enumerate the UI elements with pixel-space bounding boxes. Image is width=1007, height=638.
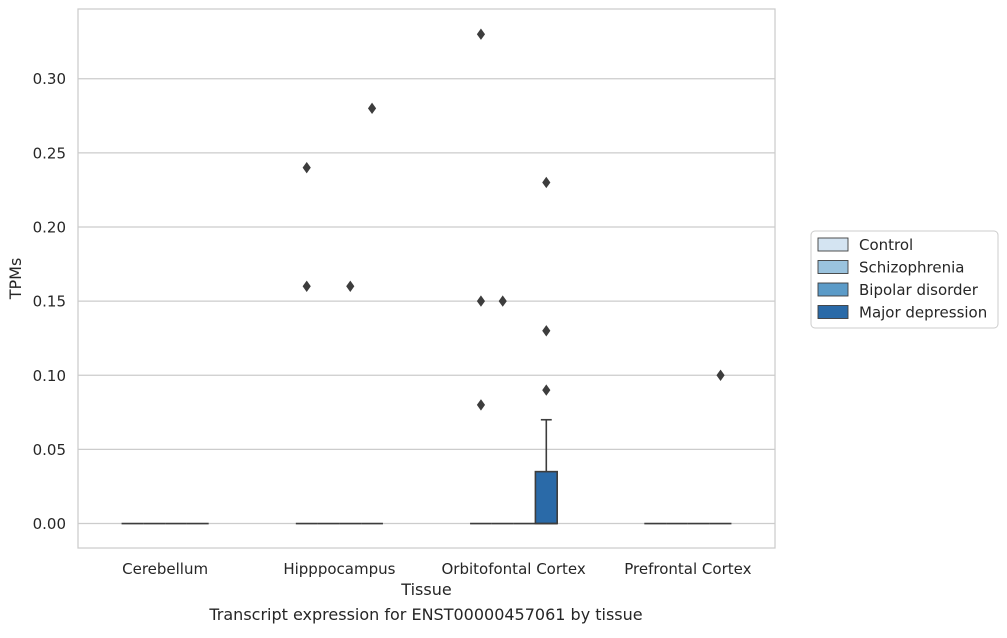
outlier-point [498, 295, 507, 307]
legend-frame [810, 230, 999, 329]
y-axis-label: TPMs [6, 258, 25, 301]
legend-label: Bipolar disorder [859, 281, 979, 299]
outlier-point [302, 161, 311, 174]
outliers [302, 28, 725, 411]
outlier-point [542, 325, 551, 337]
x-tick-label: Prefrontal Cortex [624, 560, 751, 578]
boxes [121, 418, 732, 525]
x-axis-label: Tissue [400, 580, 451, 599]
x-tick-label: Orbitofontal Cortex [442, 560, 586, 578]
y-tick-label: 0.00 [33, 515, 66, 533]
y-tick-label: 0.20 [33, 218, 66, 236]
x-tick-label: Hipppocampus [283, 560, 395, 578]
legend-swatch [817, 305, 849, 319]
y-tick-label: 0.25 [33, 144, 66, 162]
plot-frame [77, 8, 776, 549]
legend-label: Schizophrenia [859, 259, 964, 277]
legend: Control Schizophrenia Bipolar disorder Majo… [810, 230, 999, 329]
y-tick-label: 0.05 [33, 441, 66, 459]
legend-label: Major depression [859, 304, 987, 322]
outlier-point [542, 384, 551, 396]
gridlines [78, 78, 775, 525]
y-tick-labels: 0.00 0.05 0.10 0.15 0.20 0.25 0.30 [33, 70, 66, 533]
chart-caption: Transcript expression for ENST0000045706… [209, 605, 643, 624]
legend-swatch [817, 237, 849, 252]
outlier-point [542, 176, 551, 189]
outlier-point [476, 399, 486, 411]
y-tick-label: 0.30 [33, 70, 66, 88]
outlier-point [302, 280, 311, 292]
x-tick-labels: Cerebellum Hipppocampus Orbitofontal Corte… [122, 560, 751, 578]
outlier-point [476, 28, 486, 40]
outlier-point [476, 295, 486, 307]
outlier-point [716, 369, 725, 381]
x-tick-label: Cerebellum [122, 560, 208, 578]
legend-label: Control [859, 236, 913, 254]
legend-swatch [817, 260, 849, 274]
y-tick-label: 0.10 [33, 367, 66, 385]
outlier-point [367, 102, 377, 115]
legend-swatch [817, 282, 849, 297]
y-tick-label: 0.15 [33, 293, 66, 311]
outlier-point [346, 280, 355, 292]
box [534, 470, 558, 525]
